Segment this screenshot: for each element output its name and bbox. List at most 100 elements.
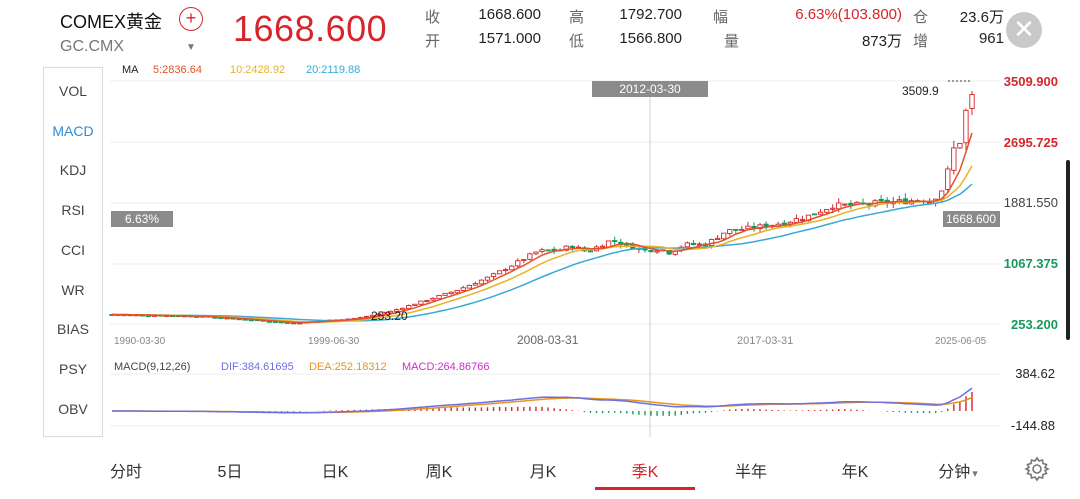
candle-up: [745, 225, 751, 230]
crosshair-date-box: [592, 81, 708, 97]
tab-timeshare[interactable]: 分时: [109, 464, 142, 481]
crosshair-price-box: [943, 211, 1000, 227]
indicator-obv[interactable]: OBV: [58, 401, 88, 417]
volume-value: 873万: [861, 33, 902, 50]
tab-quarterly-k[interactable]: 季K: [631, 464, 659, 481]
tab-yearly-k[interactable]: 年K: [841, 464, 869, 481]
indicator-bias[interactable]: BIAS: [57, 321, 89, 337]
add-watchlist-button[interactable]: +: [179, 7, 203, 31]
candle-up: [515, 260, 521, 267]
candle-down: [612, 240, 618, 242]
increase-value: 961: [978, 30, 1004, 47]
crosshair-pct: 6.63%: [125, 212, 159, 226]
candle-up: [945, 168, 951, 190]
candle-up: [757, 224, 763, 230]
instrument-name: COMEX黄金: [60, 12, 163, 32]
candle-up: [823, 209, 830, 213]
candle-up: [563, 245, 569, 251]
candle-up: [490, 273, 497, 277]
chevron-down-icon[interactable]: ▼: [186, 42, 196, 53]
crosshair-price: 1668.600: [946, 212, 996, 226]
position-label: 仓: [913, 9, 929, 26]
tab-minute[interactable]: 分钟 ▾: [918, 458, 998, 482]
indicator-macd[interactable]: MACD: [52, 123, 94, 139]
tab-minute-label: 分钟: [938, 464, 971, 481]
candle-up: [836, 202, 842, 210]
candle-up: [787, 221, 793, 225]
date-axis-label: 2017-03-31: [737, 335, 793, 347]
candle-up: [478, 279, 485, 285]
date-axis-label: 2025-06-05: [935, 336, 987, 347]
candle-up: [400, 307, 406, 311]
candle-up: [539, 249, 545, 252]
high-value: 1792.700: [619, 6, 682, 23]
candle-down: [587, 250, 594, 253]
candle-up: [721, 232, 727, 240]
tab-weekly-k[interactable]: 周K: [425, 464, 453, 481]
candle-down: [642, 248, 648, 251]
candle-up: [969, 94, 975, 109]
tab-daily-k[interactable]: 日K: [321, 464, 349, 481]
price-axis-label: 3509.900: [1004, 74, 1058, 89]
tab-half-year[interactable]: 半年: [734, 464, 767, 481]
indicator-vol[interactable]: VOL: [58, 83, 87, 99]
candle-down: [666, 250, 672, 255]
kline-chart[interactable]: MA 5:2836.64 10:2428.92 20:2119.88 3509.…: [0, 0, 1080, 450]
instrument-code[interactable]: GC.CMX: [60, 38, 124, 55]
indicator-kdj[interactable]: KDJ: [59, 162, 87, 178]
open-label: 开: [425, 33, 441, 50]
price-axis-label: 2695.725: [1004, 135, 1058, 150]
candle-up: [424, 300, 430, 302]
candle-up: [714, 237, 721, 241]
candle-up: [684, 242, 691, 248]
range-value: 6.63%(103.800): [795, 6, 902, 23]
candle-up: [448, 291, 454, 295]
tab-5day[interactable]: 5日: [217, 464, 243, 481]
candle-up: [817, 211, 824, 215]
macd-legend: MACD:264.86766: [402, 361, 489, 373]
gear-icon[interactable]: [1024, 456, 1050, 482]
candle-up: [957, 143, 963, 149]
candle-up: [951, 147, 957, 171]
min-annotation: 253.20: [371, 309, 408, 323]
dif-line: [112, 387, 973, 414]
indicator-wr[interactable]: WR: [61, 282, 85, 298]
position-value: 23.6万: [959, 9, 1004, 26]
candle-up: [436, 295, 442, 300]
candle-up: [369, 314, 376, 317]
candle-up: [484, 276, 491, 281]
candle-up: [466, 284, 472, 289]
scrollbar[interactable]: [1066, 160, 1070, 340]
crosshair-date: 2012-03-30: [619, 82, 681, 96]
crosshair-pct-box: [111, 211, 173, 227]
candle-down: [878, 198, 884, 202]
dif-legend: DIF:384.61695: [221, 361, 294, 373]
candle-up: [503, 269, 509, 272]
price-axis-label: 1067.375: [1004, 256, 1058, 271]
macd-axis-label: -144.88: [1011, 418, 1055, 433]
candle-up: [460, 287, 466, 291]
indicator-psy[interactable]: PSY: [58, 361, 87, 377]
indicator-rsi[interactable]: RSI: [61, 202, 85, 218]
candle-up: [830, 207, 836, 210]
candle-up: [509, 265, 515, 271]
dea-legend: DEA:252.18312: [309, 361, 387, 373]
candle-down: [690, 242, 697, 245]
high-label: 高: [569, 9, 585, 26]
indicator-cci[interactable]: CCI: [60, 242, 86, 258]
candle-up: [412, 303, 418, 306]
tab-monthly-k[interactable]: 月K: [529, 464, 557, 481]
candle-up: [599, 245, 606, 248]
candle-down: [733, 228, 739, 231]
low-label: 低: [569, 33, 585, 50]
ma20-legend: 20:2119.88: [306, 64, 360, 76]
candle-up: [963, 109, 969, 144]
range-label: 幅: [713, 9, 729, 26]
ma10-legend: 10:2428.92: [230, 64, 285, 76]
candle-down: [811, 213, 818, 216]
active-tab-indicator: [595, 487, 695, 490]
close-button[interactable]: ✕: [1006, 12, 1042, 48]
candle-up: [375, 313, 382, 316]
ma5-legend: 5:2836.64: [153, 64, 202, 76]
